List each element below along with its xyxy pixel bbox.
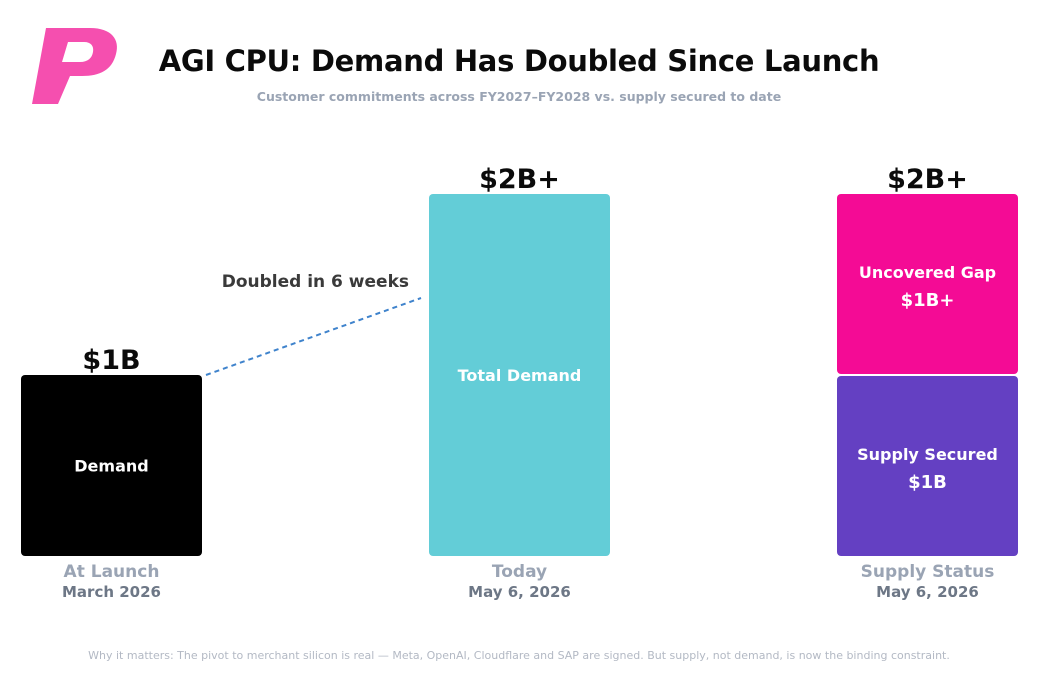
brand-logo-icon [32, 28, 117, 104]
logo-shape [32, 28, 117, 104]
category-label: Today [492, 562, 547, 582]
segment-label: Uncovered Gap [859, 263, 996, 282]
footer-note: Why it matters: The pivot to merchant si… [88, 649, 950, 662]
bar-segment-uncovered-gap [837, 194, 1018, 374]
bar-segment-demand [21, 375, 202, 556]
page-title: AGI CPU: Demand Has Doubled Since Launch [158, 44, 880, 78]
segment-label: Demand [74, 457, 148, 476]
page-subtitle: Customer commitments across FY2027–FY202… [256, 89, 782, 104]
segment-value-label: $1B [908, 472, 947, 493]
category-date: March 2026 [62, 583, 161, 601]
category-label: At Launch [64, 562, 160, 582]
segment-label: Supply Secured [857, 445, 998, 464]
bar-total-label: $2B+ [887, 164, 968, 195]
bar-segment-supply-secured [837, 376, 1018, 556]
bar-total-label: $1B [82, 345, 140, 376]
category-label: Supply Status [861, 562, 995, 582]
segment-value-label: $1B+ [901, 290, 955, 311]
segment-label: Total Demand [458, 366, 582, 385]
category-date: May 6, 2026 [876, 583, 979, 601]
category-date: May 6, 2026 [468, 583, 571, 601]
annotation-label: Doubled in 6 weeks [222, 272, 409, 292]
bar-total-label: $2B+ [479, 164, 560, 195]
bar-segment-total-demand [429, 194, 610, 556]
annotation-connector [205, 297, 422, 376]
